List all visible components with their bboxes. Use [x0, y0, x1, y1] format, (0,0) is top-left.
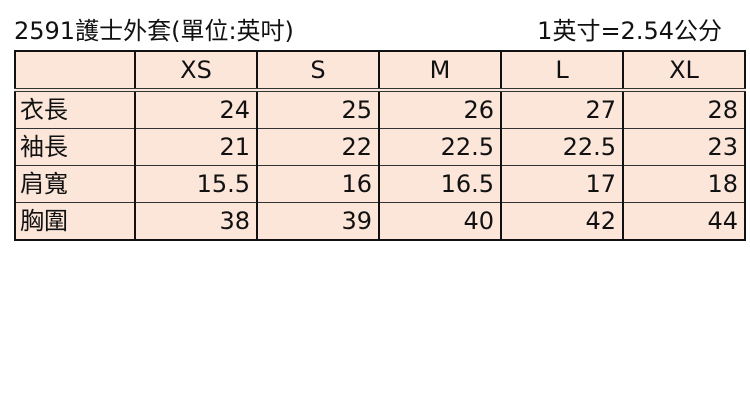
cell: 40: [378, 202, 502, 241]
cell: 22.5: [378, 128, 502, 166]
cell: 28: [622, 89, 746, 129]
table-row: 衣長 24 25 26 27 28: [14, 89, 746, 129]
cell: 42: [500, 202, 624, 241]
row-label: 肩寬: [14, 165, 136, 203]
header-row: XS S M L XL: [14, 50, 746, 92]
row-label: 袖長: [14, 128, 136, 166]
table-row: 肩寬 15.5 16 16.5 17 18: [14, 165, 746, 203]
cell: 39: [256, 202, 380, 241]
header-xs: XS: [134, 50, 258, 92]
cell: 27: [500, 89, 624, 129]
cell: 17: [500, 165, 624, 203]
row-label: 胸圍: [14, 202, 136, 241]
table-row: 袖長 21 22 22.5 22.5 23: [14, 128, 746, 166]
cell: 24: [134, 89, 258, 129]
cell: 18: [622, 165, 746, 203]
cell: 23: [622, 128, 746, 166]
header-m: M: [378, 50, 502, 92]
cell: 16.5: [378, 165, 502, 203]
cell: 21: [134, 128, 258, 166]
table-row: 胸圍 38 39 40 42 44: [14, 202, 746, 241]
cell: 22.5: [500, 128, 624, 166]
row-label: 衣長: [14, 89, 136, 129]
cell: 15.5: [134, 165, 258, 203]
cell: 38: [134, 202, 258, 241]
cell: 16: [256, 165, 380, 203]
cell: 26: [378, 89, 502, 129]
cell: 25: [256, 89, 380, 129]
chart-title: 2591護士外套(單位:英吋): [14, 17, 294, 45]
unit-conversion-note: 1英寸=2.54公分: [537, 17, 722, 45]
cell: 22: [256, 128, 380, 166]
size-table: XS S M L XL 衣長 24 25 26 27 28 袖長 21 22 2…: [14, 50, 746, 241]
cell: 44: [622, 202, 746, 241]
header-s: S: [256, 50, 380, 92]
header-corner: [14, 50, 136, 92]
header-xl: XL: [622, 50, 746, 92]
header-l: L: [500, 50, 624, 92]
